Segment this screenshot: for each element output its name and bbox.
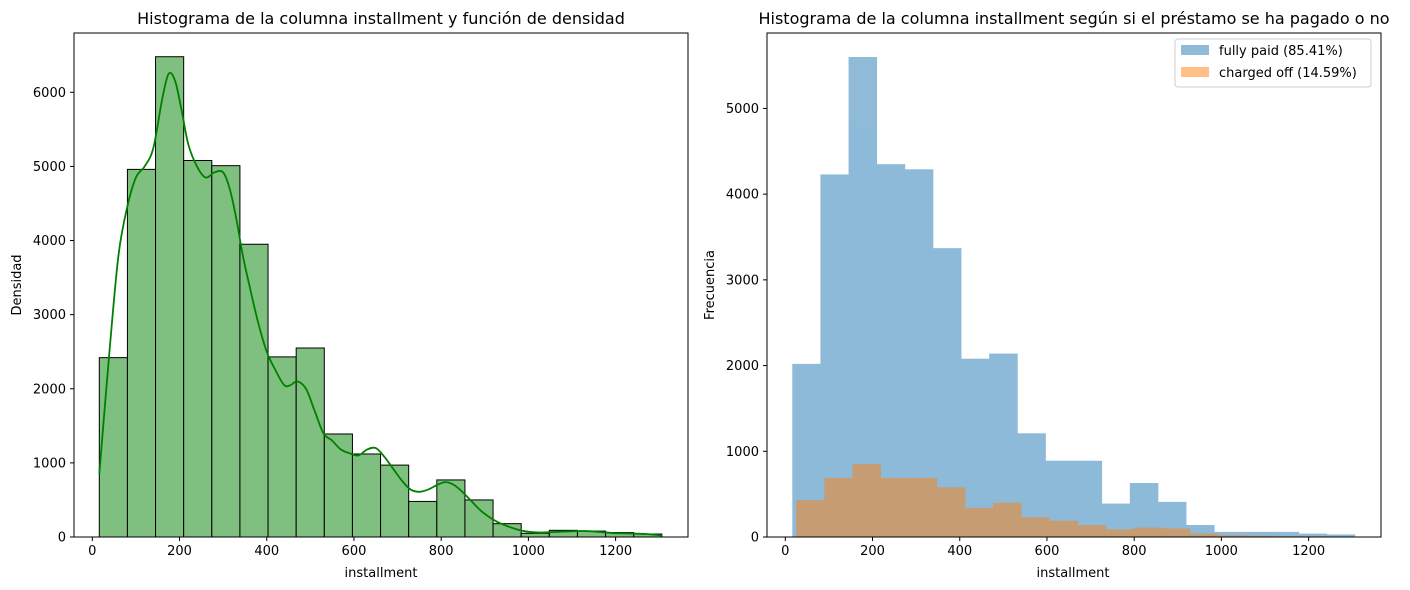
left-chart-title: Histograma de la columna installment y f… [137, 9, 625, 28]
histogram-bar [408, 500, 438, 538]
y-tick-label: 6000 [33, 86, 66, 101]
x-tick-label: 600 [342, 544, 367, 559]
fully-paid-bar [1214, 531, 1243, 537]
charged-off-bar [852, 464, 881, 537]
histogram-bar [155, 56, 185, 538]
legend-label-fully-paid: fully paid (85.41%) [1219, 44, 1343, 59]
x-tick-label: 400 [947, 544, 972, 559]
y-tick-label: 2000 [726, 359, 759, 374]
x-tick-label: 0 [88, 544, 96, 559]
fully-paid-bar [848, 57, 878, 537]
histogram-bar [380, 464, 410, 538]
right-y-axis-label: Frecuencia [703, 250, 718, 320]
right-chart-title: Histograma de la columna installment seg… [758, 9, 1389, 28]
x-tick-label: 800 [429, 544, 454, 559]
y-tick-label: 3000 [33, 308, 66, 323]
charged-off-bar [964, 507, 994, 537]
left-plot-frame [73, 32, 689, 538]
x-tick-label: 1000 [512, 544, 545, 559]
charged-off-bar [880, 477, 910, 537]
y-tick-label: 4000 [726, 188, 759, 203]
histogram-bar [267, 356, 297, 538]
fully-paid-bar [961, 358, 990, 537]
charged-off-bar [1133, 527, 1163, 537]
y-tick-label: 2000 [33, 382, 66, 397]
fully-paid-bar [904, 169, 934, 538]
histogram-bar [436, 479, 466, 538]
x-tick-label: 1200 [1292, 544, 1325, 559]
fully-paid-bar [1270, 531, 1299, 537]
histogram-bar [183, 159, 213, 538]
histogram-bar [464, 499, 494, 538]
x-tick-label: 400 [254, 544, 279, 559]
charged-off-bar [1189, 533, 1219, 537]
density-curve [98, 71, 662, 537]
y-tick-label: 1000 [726, 445, 759, 460]
histogram-bar [520, 532, 550, 538]
charged-off-bar [796, 500, 825, 537]
fully-paid-bar [1298, 533, 1328, 537]
y-tick-label: 0 [58, 531, 66, 546]
fully-paid-bar [1326, 534, 1356, 537]
left-x-axis-label: installment [345, 566, 418, 581]
legend-swatch-charged-off [1181, 67, 1209, 77]
legend: fully paid (85.41%) charged off (14.59%) [1174, 38, 1372, 88]
right-plot-frame [766, 32, 1382, 538]
charged-off-bar [824, 477, 853, 537]
x-tick-label: 1000 [1205, 544, 1238, 559]
histogram-bar [211, 165, 241, 538]
charged-off-bar [993, 502, 1022, 537]
y-tick-label: 4000 [33, 234, 66, 249]
histogram-bar [351, 453, 382, 538]
charged-off-bar [1218, 535, 1247, 537]
x-tick-label: 0 [781, 544, 789, 559]
left-y-axis-label: Densidad [10, 254, 25, 315]
fully-paid-bar [876, 164, 906, 537]
x-tick-label: 1200 [599, 544, 632, 559]
y-tick-label: 5000 [726, 102, 759, 117]
charged-off-bar [936, 487, 966, 537]
charged-off-bar [908, 477, 938, 537]
left-histogram-panel: Histograma de la columna installment y f… [10, 9, 689, 581]
legend-swatch-fully-paid [1181, 45, 1209, 55]
charged-off-bar [1077, 525, 1107, 537]
x-tick-label: 600 [1035, 544, 1060, 559]
charged-off-bar [1021, 517, 1050, 537]
x-tick-label: 800 [1122, 544, 1147, 559]
y-tick-label: 1000 [33, 456, 66, 471]
series-charged-off [796, 464, 1360, 537]
charged-off-bar [1161, 528, 1191, 537]
fully-paid-bar [1242, 531, 1271, 537]
charged-off-bar [1049, 520, 1078, 537]
x-tick-label: 200 [167, 544, 192, 559]
charged-off-bar [1246, 535, 1275, 537]
x-tick-label: 200 [860, 544, 885, 559]
right-histogram-panel: Histograma de la columna installment seg… [703, 9, 1390, 581]
histogram-bar [239, 243, 269, 538]
y-tick-label: 5000 [33, 160, 66, 175]
histogram-bar [295, 347, 325, 538]
fully-paid-bar [1073, 460, 1103, 537]
right-x-axis-label: installment [1037, 566, 1110, 581]
legend-label-charged-off: charged off (14.59%) [1219, 66, 1357, 81]
histogram-bar [98, 357, 128, 538]
histogram-bar [126, 168, 157, 538]
y-tick-label: 0 [751, 531, 759, 546]
histogram-bar [323, 433, 353, 538]
legend-box [1174, 38, 1372, 88]
charged-off-bar [1105, 529, 1135, 537]
fully-paid-bar [820, 174, 849, 537]
y-tick-label: 3000 [726, 273, 759, 288]
